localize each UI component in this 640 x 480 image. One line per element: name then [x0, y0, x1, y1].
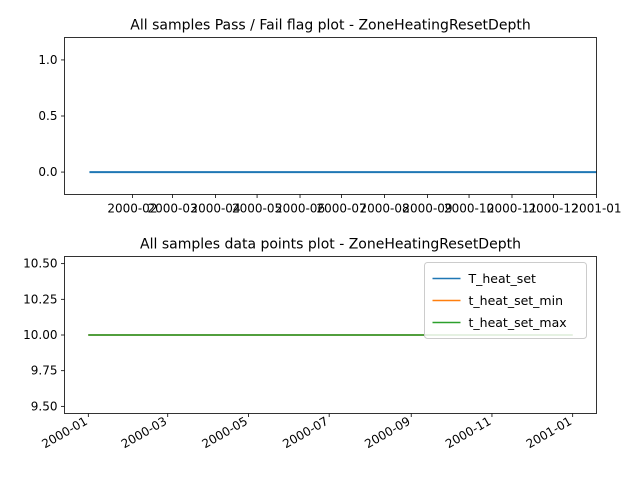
chart-title: All samples data points plot - ZoneHeati…: [140, 237, 521, 253]
legend: T_heat_set t_heat_set_min t_heat_set_max: [424, 262, 587, 339]
y-tick-label: 10.00: [23, 328, 57, 342]
legend-label: T_heat_set: [468, 271, 537, 286]
x-tick-label: 2000-12: [528, 202, 578, 216]
x-tick-label: 2000-04: [190, 202, 240, 216]
legend-label: t_heat_set_min: [469, 293, 564, 308]
x-tick-label: 2000-06: [275, 202, 325, 216]
legend-label: t_heat_set_max: [469, 315, 567, 330]
x-tick-label: 2000-11: [487, 202, 537, 216]
x-tick-label: 2000-02: [107, 202, 157, 216]
y-tick-label: 10.50: [23, 257, 57, 271]
x-tick-label: 2000-05: [232, 202, 282, 216]
y-tick-label: 9.75: [31, 364, 58, 378]
y-tick-label: 10.25: [23, 292, 57, 306]
x-tick-label: 2000-10: [444, 202, 494, 216]
x-tick-label: 2001-01: [571, 202, 621, 216]
y-tick-label: 9.50: [31, 399, 58, 413]
y-tick-label: 0.0: [38, 165, 57, 179]
y-tick-label: 1.0: [38, 53, 57, 67]
chart-title: All samples Pass / Fail flag plot - Zone…: [130, 18, 530, 34]
x-tick-label: 2000-03: [147, 202, 197, 216]
x-tick-label: 2000-07: [317, 202, 367, 216]
legend-box: [424, 262, 587, 339]
x-tick-label: 2000-08: [359, 202, 409, 216]
pass-fail-flag-plot: All samples Pass / Fail flag plot - Zone…: [38, 18, 621, 216]
y-tick-label: 0.5: [38, 109, 57, 123]
x-tick-label: 2000-09: [402, 202, 452, 216]
